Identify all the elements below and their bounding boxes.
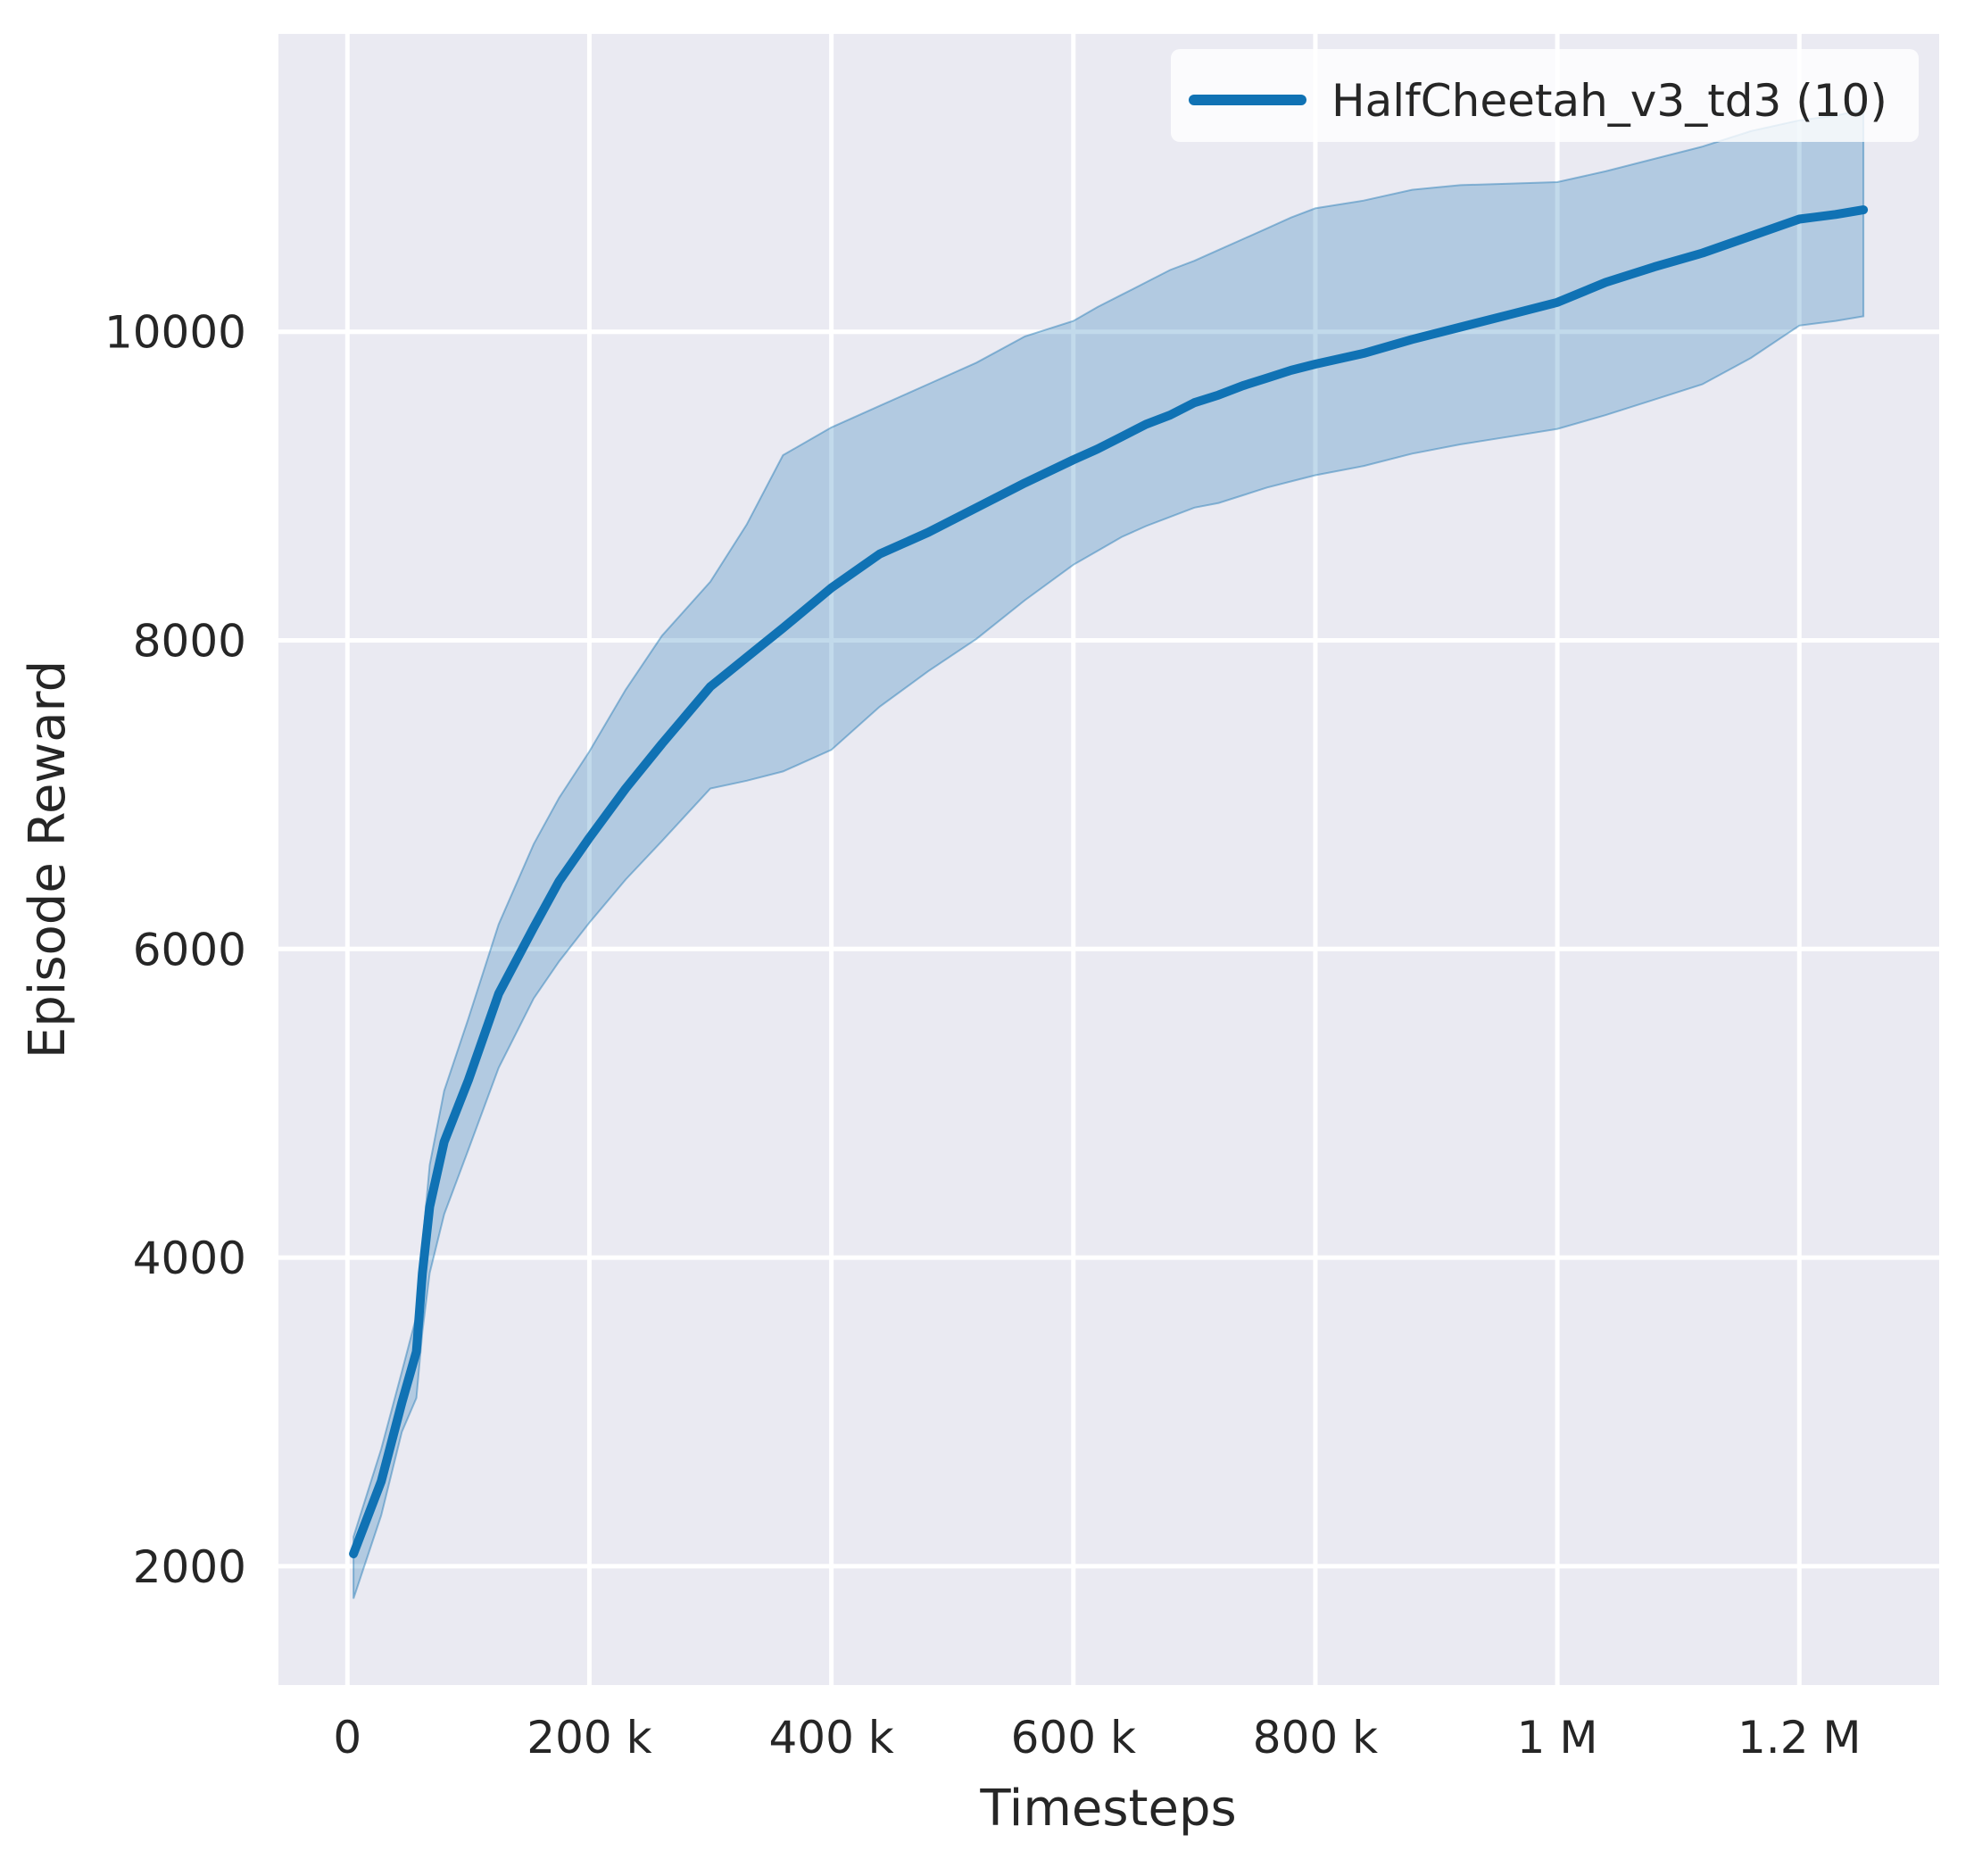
x-tick-label: 0 — [333, 1712, 361, 1764]
mean-reward-line — [349, 205, 1869, 1558]
y-axis-label: Episode Reward — [19, 660, 77, 1058]
x-tick-label: 800 k — [1253, 1712, 1378, 1764]
y-tick-label: 6000 — [133, 924, 246, 975]
x-tick-labels: 0 200 k 400 k 600 k 800 k 1 M 1.2 M — [333, 1712, 1861, 1764]
x-tick-label: 600 k — [1011, 1712, 1136, 1764]
y-tick-label: 4000 — [133, 1233, 246, 1284]
x-tick-label: 200 k — [527, 1712, 651, 1764]
y-tick-label: 2000 — [133, 1541, 246, 1593]
x-tick-label: 1 M — [1517, 1712, 1598, 1764]
x-tick-label: 400 k — [768, 1712, 893, 1764]
x-axis-label: Timesteps — [979, 1780, 1236, 1838]
confidence-band — [352, 108, 1865, 1599]
y-tick-labels: 2000 4000 6000 8000 10000 — [104, 307, 246, 1593]
y-tick-label: 8000 — [133, 615, 246, 667]
legend-box — [1171, 49, 1919, 142]
legend-label: HalfCheetah_v3_td3 (10) — [1331, 75, 1887, 127]
x-tick-label: 1.2 M — [1738, 1712, 1862, 1764]
plot-area — [278, 34, 1939, 1685]
y-tick-label: 10000 — [104, 307, 246, 359]
legend: HalfCheetah_v3_td3 (10) — [1171, 49, 1919, 142]
gridlines — [278, 34, 1939, 1685]
